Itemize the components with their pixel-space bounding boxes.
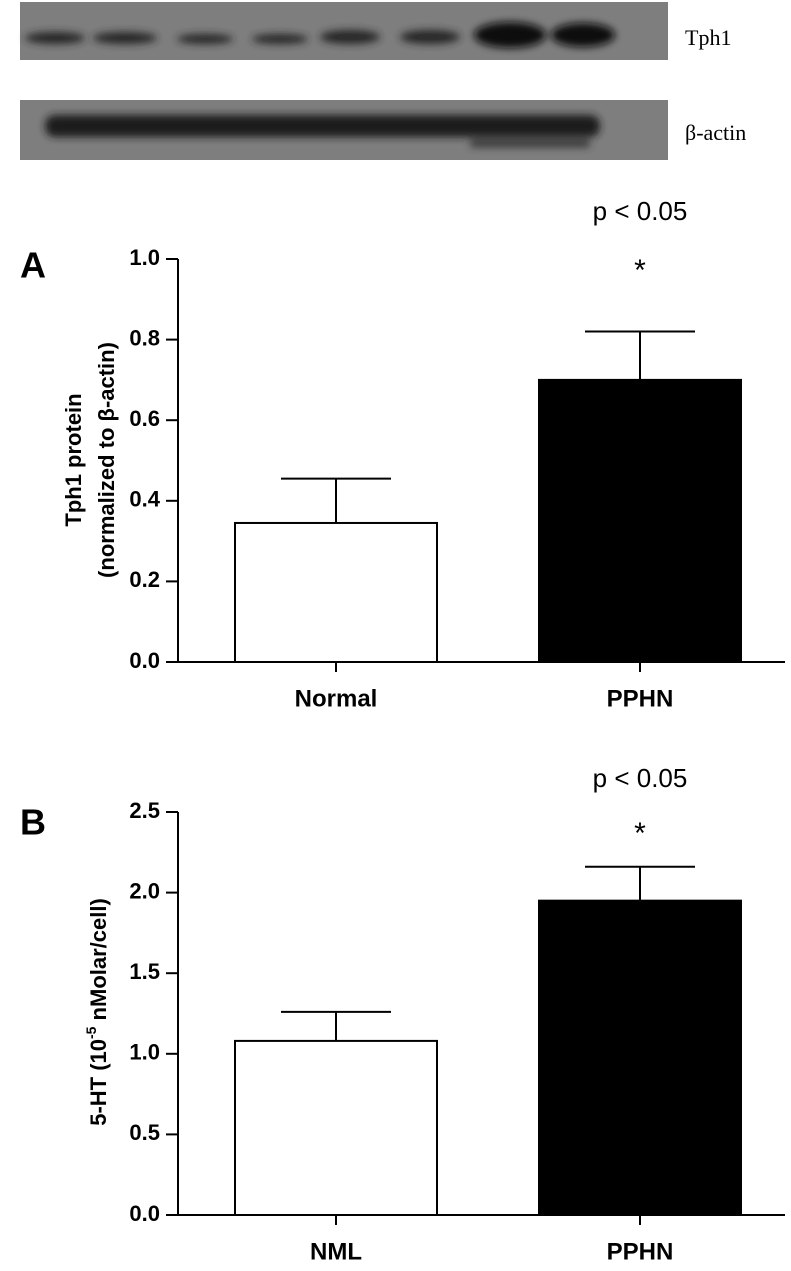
x-tick-label: NML: [310, 1238, 362, 1265]
bar: [538, 899, 742, 1216]
y-tick-label: 0.0: [129, 1201, 160, 1226]
x-tick-label: Normal: [295, 685, 378, 712]
y-tick-label: 0.2: [129, 567, 160, 592]
blot-label: β-actin: [685, 120, 746, 145]
annotation: p < 0.05: [593, 196, 688, 226]
annotation: p < 0.05: [593, 763, 688, 793]
x-tick-label: PPHN: [607, 685, 674, 712]
y-axis-title: Tph1 protein: [61, 393, 86, 526]
y-tick-label: 1.5: [129, 959, 160, 984]
panel-label: A: [20, 245, 46, 286]
actin-blot: [20, 100, 668, 160]
significance: *: [634, 817, 646, 850]
y-tick-label: 0.8: [129, 325, 160, 350]
y-tick-label: 0.4: [129, 487, 160, 512]
significance: *: [634, 254, 646, 287]
panel-label: B: [20, 802, 46, 843]
y-tick-label: 1.0: [129, 1040, 160, 1065]
bar: [234, 1039, 438, 1217]
blot-label: Tph1: [685, 25, 731, 50]
y-axis-title-part: nMolar/cell): [86, 898, 111, 1026]
y-axis-title: 5-HT (10-5 nMolar/cell): [83, 898, 111, 1126]
y-tick-label: 0.0: [129, 648, 160, 673]
x-tick-label: PPHN: [607, 1238, 674, 1265]
tph1-blot: [20, 2, 668, 60]
y-axis-title-part: 5-HT (10: [86, 1039, 111, 1126]
bar: [538, 378, 742, 663]
y-axis-title-part: -5: [83, 1026, 99, 1039]
y-tick-label: 1.0: [129, 245, 160, 270]
y-axis-title: (normalized to β-actin): [94, 342, 119, 578]
y-tick-label: 2.5: [129, 798, 160, 823]
y-tick-label: 2.0: [129, 878, 160, 903]
y-tick-label: 0.6: [129, 406, 160, 431]
y-tick-label: 0.5: [129, 1120, 160, 1145]
bar: [234, 521, 438, 664]
